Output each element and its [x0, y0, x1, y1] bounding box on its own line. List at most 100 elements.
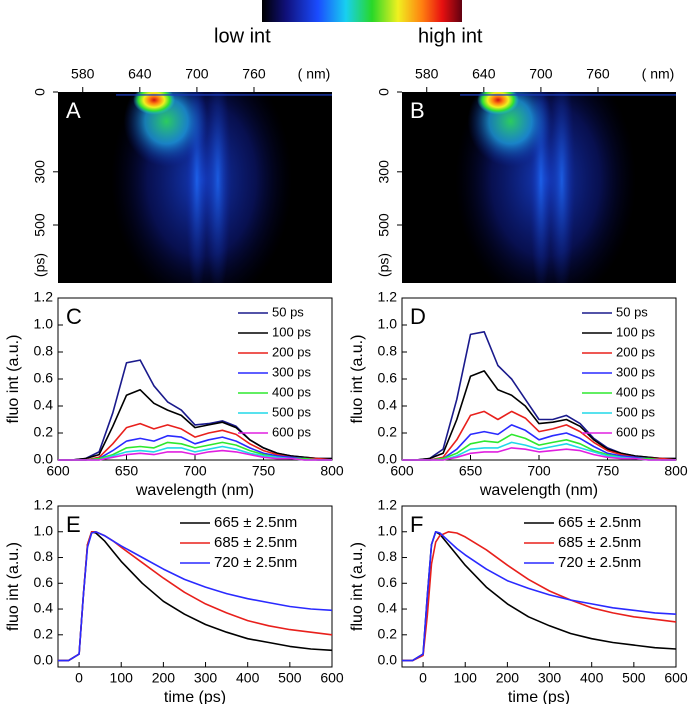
y-tick-label: 300 [376, 160, 392, 184]
x-tick-label: 650 [459, 463, 483, 479]
y-tick-label: 1.0 [34, 316, 54, 332]
x-tick-label: 600 [390, 463, 414, 479]
streak-image [58, 92, 332, 283]
y-tick-label: 1.0 [34, 522, 54, 538]
x-axis-label: wavelength (nm) [135, 482, 254, 499]
legend-label: 600 ps [616, 424, 656, 439]
y-tick-label: 0.0 [378, 651, 398, 667]
series-line [402, 531, 677, 662]
y-tick-label: 1.0 [378, 522, 398, 538]
y-tick-label: 1.2 [34, 289, 54, 305]
x-axis-label: time (ps) [508, 689, 570, 704]
y-tick-label: 1.2 [378, 497, 398, 513]
series-line [402, 531, 677, 662]
x-axis-label: time (ps) [164, 689, 226, 704]
streak-image [402, 92, 676, 283]
y-tick-label: 1.0 [378, 316, 398, 332]
panel-label: F [410, 512, 423, 537]
x-tick-label: 500 [278, 670, 302, 686]
y-tick-label: 0.4 [378, 600, 398, 616]
x-tick-label: 400 [236, 670, 260, 686]
panel-label: E [66, 512, 81, 537]
legend-label: 720 ± 2.5nm [214, 554, 297, 571]
series-line [402, 531, 677, 662]
y-axis-label: fluo int (a.u.) [5, 335, 22, 424]
y-tick-label: 0.4 [34, 600, 54, 616]
y-tick-label: 0.8 [378, 343, 398, 359]
x-axis-label: wavelength (nm) [479, 482, 598, 499]
x-tick-label: 760 [242, 66, 266, 82]
x-tick-label: 200 [152, 670, 176, 686]
y-tick-label: 0.2 [34, 626, 54, 642]
y-tick-label: 0.2 [34, 424, 54, 440]
y-tick-label: 0.4 [34, 397, 54, 413]
x-tick-label: 700 [185, 66, 209, 82]
legend-label: 500 ps [616, 404, 656, 419]
series-line [402, 424, 676, 461]
plot-frame [57, 505, 333, 668]
colorbar-high-label: high int [418, 25, 483, 47]
legend-label: 685 ± 2.5nm [214, 534, 297, 551]
x-tick-label: 200 [496, 670, 520, 686]
legend-label: 400 ps [616, 384, 656, 399]
series-line [58, 389, 332, 461]
x-tick-label: 700 [529, 66, 553, 82]
series-line [58, 449, 332, 461]
y-tick-label: 0.6 [378, 370, 398, 386]
x-tick-label: 580 [415, 66, 439, 82]
series-line [402, 370, 676, 461]
y-tick-label: 0.0 [34, 451, 54, 467]
x-tick-label: 0 [419, 670, 427, 686]
y-axis-label: (ps) [32, 253, 48, 277]
y-axis-label: fluo int (a.u.) [349, 542, 366, 631]
series-line [58, 434, 332, 461]
panel-label: B [410, 98, 425, 123]
y-tick-label: 1.2 [34, 497, 54, 513]
legend-label: 100 ps [272, 324, 312, 339]
y-tick-label: 0.6 [34, 370, 54, 386]
x-tick-label: 600 [664, 670, 688, 686]
legend-label: 665 ± 2.5nm [214, 514, 297, 531]
y-tick-label: 0.6 [34, 574, 54, 590]
legend-label: 50 ps [272, 304, 304, 319]
x-tick-label: 300 [538, 670, 562, 686]
legend-label: 685 ± 2.5nm [558, 534, 641, 551]
legend-label: 50 ps [616, 304, 648, 319]
x-tick-label: 600 [320, 670, 344, 686]
y-tick-label: 0.0 [34, 651, 54, 667]
y-axis-label: fluo int (a.u.) [349, 335, 366, 424]
x-axis-label: ( nm) [642, 66, 675, 82]
x-tick-label: 100 [454, 670, 478, 686]
y-tick-label: 0.8 [378, 548, 398, 564]
hot-spot [477, 92, 520, 115]
series-line [58, 531, 333, 662]
x-tick-label: 800 [664, 463, 688, 479]
x-axis-label: ( nm) [298, 66, 331, 82]
x-tick-label: 640 [128, 66, 152, 82]
legend-label: 500 ps [272, 404, 312, 419]
x-tick-label: 640 [472, 66, 496, 82]
y-tick-label: 0 [32, 88, 48, 96]
panel-label: C [66, 304, 82, 329]
x-tick-label: 650 [115, 463, 139, 479]
y-tick-label: 300 [32, 160, 48, 184]
y-tick-label: 0.8 [34, 548, 54, 564]
legend-label: 665 ± 2.5nm [558, 514, 641, 531]
x-tick-label: 700 [183, 463, 207, 479]
y-tick-label: 0.8 [34, 343, 54, 359]
y-tick-label: 0 [376, 88, 392, 96]
legend-label: 200 ps [616, 344, 656, 359]
y-tick-label: 1.2 [378, 289, 398, 305]
y-tick-label: 0.2 [378, 626, 398, 642]
colorbar [262, 0, 462, 22]
legend-label: 100 ps [616, 324, 656, 339]
y-axis-label: (ps) [376, 253, 392, 277]
legend-label: 720 ± 2.5nm [558, 554, 641, 571]
series-line [58, 531, 333, 662]
x-tick-label: 100 [110, 670, 134, 686]
x-tick-label: 800 [320, 463, 344, 479]
x-tick-label: 600 [46, 463, 70, 479]
x-tick-label: 750 [252, 463, 276, 479]
x-tick-label: 760 [586, 66, 610, 82]
x-tick-label: 500 [622, 670, 646, 686]
